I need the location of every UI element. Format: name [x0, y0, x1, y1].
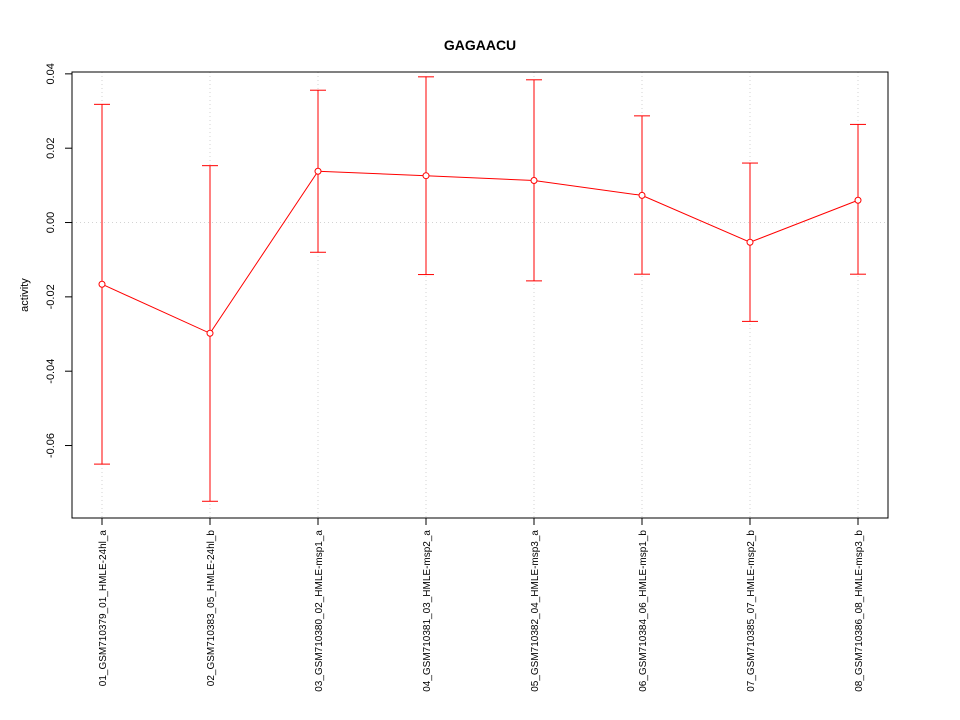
series-line: [101, 170, 859, 334]
chart-title: GAGAACU: [444, 37, 516, 53]
y-axis-label: activity: [19, 278, 31, 312]
data-point: [746, 238, 754, 246]
data-point: [854, 196, 862, 204]
x-tick-label: 06_GSM710384_06_HMLE-msp1_b: [638, 530, 649, 692]
y-axis: -0.06 -0.04 -0.02 0.00 0.02 0.04: [45, 63, 72, 458]
x-tick-label: 07_GSM710385_07_HMLE-msp2_b: [746, 530, 757, 692]
data-point: [206, 329, 214, 337]
x-tick-label: 04_GSM710381_03_HMLE-msp2_a: [422, 530, 433, 692]
x-tick-label: 03_GSM710380_02_HMLE-msp1_a: [314, 530, 325, 692]
data-marks: [94, 76, 866, 502]
y-tick-label: -0.04: [45, 359, 57, 384]
x-tick-label: 02_GSM710383_05_HMLE-24hl_b: [206, 530, 217, 687]
data-point: [422, 172, 430, 180]
y-tick-label: -0.06: [45, 433, 57, 458]
data-point: [530, 177, 538, 185]
y-tick-label: -0.02: [45, 284, 57, 309]
y-tick-label: 0.00: [45, 212, 57, 233]
x-tick-label: 08_GSM710386_08_HMLE-msp3_b: [854, 530, 865, 692]
plot-frame: [71, 71, 889, 519]
x-tick-label: 05_GSM710382_04_HMLE-msp3_a: [530, 530, 541, 692]
x-axis: 01_GSM710379_01_HMLE-24hl_a 02_GSM710383_…: [98, 518, 865, 692]
grid: [72, 72, 888, 518]
data-point: [638, 191, 646, 199]
x-tick-label: 01_GSM710379_01_HMLE-24hl_a: [98, 530, 109, 687]
data-point: [98, 280, 106, 288]
y-tick-label: 0.02: [45, 137, 57, 158]
y-tick-label: 0.04: [45, 63, 57, 84]
data-point: [314, 167, 322, 175]
